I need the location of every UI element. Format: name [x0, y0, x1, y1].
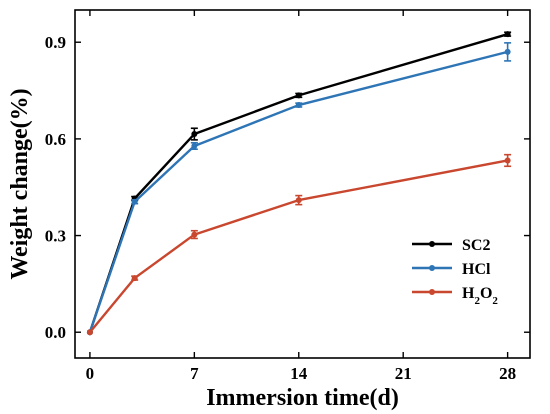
x-axis-title: Immersion time(d) — [206, 385, 399, 411]
legend-item: SC2 — [412, 237, 490, 254]
data-point — [295, 92, 302, 99]
series-h2o2 — [86, 153, 512, 336]
data-point — [504, 48, 511, 55]
data-point — [295, 102, 302, 109]
series-hcl — [86, 42, 512, 336]
series-sc2 — [86, 31, 512, 336]
y-tick-label: 0.6 — [45, 130, 66, 149]
y-tick-label: 0.0 — [45, 323, 66, 342]
legend-marker — [429, 265, 435, 271]
x-tick-label: 21 — [395, 364, 412, 383]
x-tick-label: 7 — [190, 364, 199, 383]
data-point — [131, 275, 138, 282]
data-point — [504, 157, 511, 164]
data-point — [191, 142, 198, 149]
data-point — [504, 31, 511, 38]
y-tick-label: 0.3 — [45, 227, 66, 246]
legend-label: SC2 — [462, 237, 490, 254]
x-tick-label: 0 — [86, 364, 95, 383]
x-tick-label: 14 — [290, 364, 308, 383]
legend-label: HCl — [462, 261, 491, 278]
y-tick-label: 0.9 — [45, 33, 66, 52]
x-tick-label: 28 — [499, 364, 516, 383]
legend-marker — [429, 289, 435, 295]
legend-item: H2O2 — [412, 285, 498, 307]
plot-frame — [74, 9, 531, 359]
legend-label: H2O2 — [462, 285, 498, 307]
y-axis-title: Weight change(%) — [7, 88, 33, 279]
data-point — [86, 329, 93, 336]
series-line — [88, 33, 508, 333]
data-point — [191, 131, 198, 138]
legend-marker — [429, 241, 435, 247]
data-point — [191, 231, 198, 238]
data-point — [295, 197, 302, 204]
legend-item: HCl — [412, 261, 491, 278]
data-point — [131, 198, 138, 205]
